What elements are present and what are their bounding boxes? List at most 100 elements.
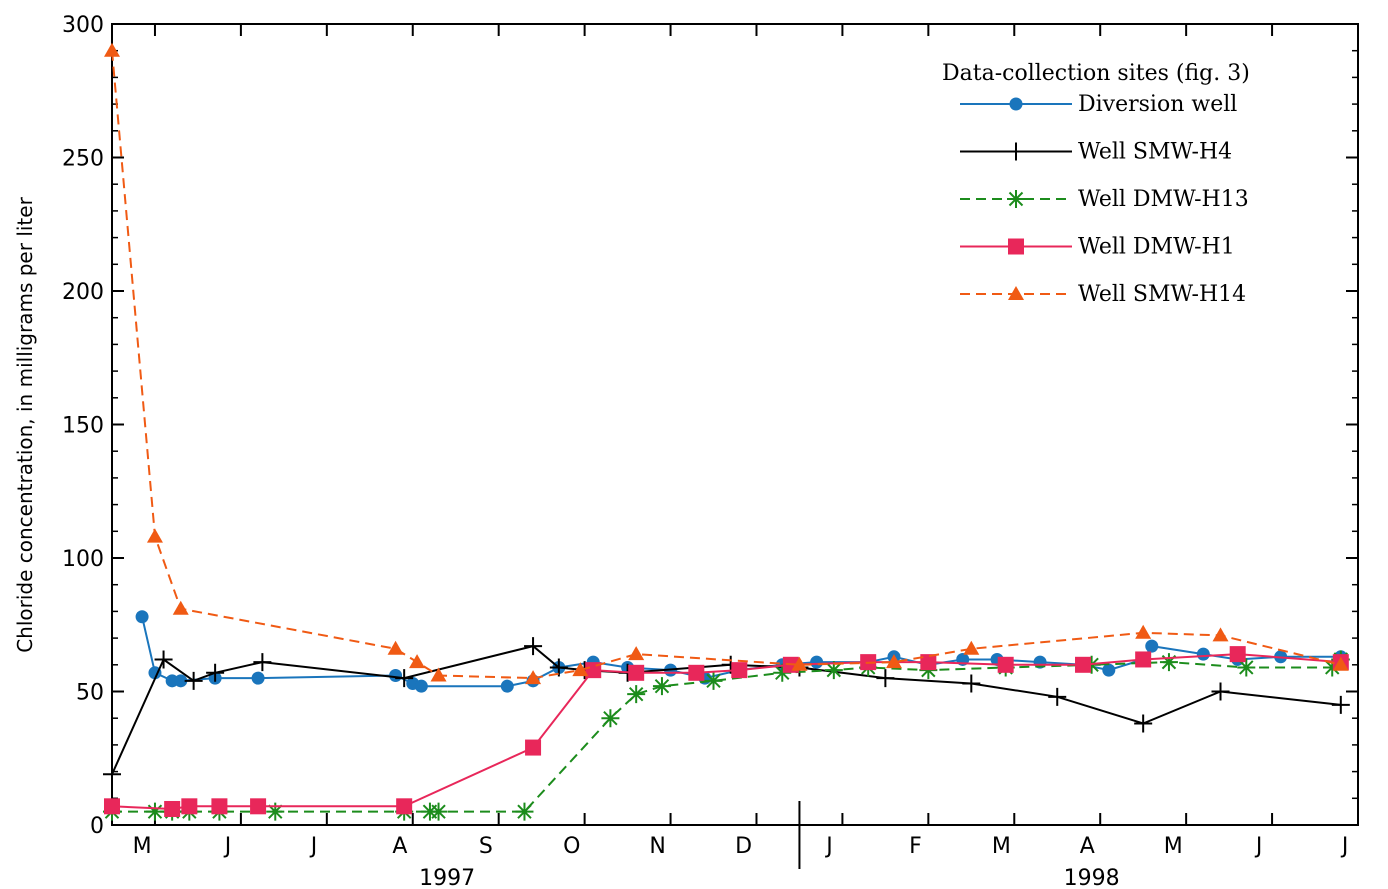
data-point bbox=[184, 671, 203, 690]
y-tick-label: 250 bbox=[62, 147, 104, 172]
data-point bbox=[1075, 656, 1092, 673]
month-label: J bbox=[309, 834, 318, 859]
year-label: 1997 bbox=[419, 866, 475, 889]
data-point bbox=[1211, 682, 1230, 701]
data-point bbox=[429, 802, 448, 821]
data-point bbox=[206, 663, 225, 682]
data-point bbox=[919, 661, 938, 680]
legend-label: Well SMW-H14 bbox=[1078, 282, 1246, 307]
y-tick-label: 150 bbox=[62, 414, 104, 439]
month-label: F bbox=[909, 834, 922, 859]
month-label: O bbox=[563, 834, 580, 859]
month-label: J bbox=[824, 834, 833, 859]
series-layer bbox=[103, 42, 1350, 821]
data-point bbox=[103, 765, 121, 784]
series-well-dmw-h13 bbox=[103, 650, 1350, 821]
legend-label: Well DMW-H13 bbox=[1078, 187, 1249, 212]
legend-label: Diversion well bbox=[1078, 92, 1237, 117]
data-point bbox=[395, 669, 414, 688]
data-point bbox=[1048, 687, 1067, 706]
month-label: M bbox=[133, 834, 152, 859]
data-point bbox=[1135, 624, 1152, 639]
data-point bbox=[251, 671, 265, 685]
data-point bbox=[1145, 639, 1159, 653]
y-tick-label: 50 bbox=[76, 681, 104, 706]
legend-label: Well DMW-H1 bbox=[1078, 235, 1235, 260]
data-point bbox=[389, 668, 403, 682]
data-point bbox=[1135, 651, 1152, 668]
legend-marker bbox=[1008, 238, 1024, 255]
series-well-dmw-h1 bbox=[104, 646, 1349, 817]
data-point bbox=[409, 654, 426, 669]
year-label: 1998 bbox=[1064, 866, 1120, 889]
month-label: N bbox=[649, 834, 665, 859]
legend-marker bbox=[1007, 142, 1025, 161]
data-point bbox=[997, 656, 1014, 673]
data-point bbox=[704, 671, 723, 690]
month-label: J bbox=[223, 834, 232, 859]
data-point bbox=[1102, 663, 1116, 677]
data-point bbox=[387, 640, 404, 655]
y-tick-label: 100 bbox=[62, 547, 104, 572]
data-point bbox=[688, 664, 705, 681]
y-tick-label: 0 bbox=[90, 814, 104, 839]
data-point bbox=[1134, 714, 1153, 733]
data-point bbox=[135, 610, 149, 624]
data-point bbox=[885, 654, 902, 669]
data-point bbox=[104, 42, 120, 57]
data-point bbox=[525, 670, 542, 685]
data-point bbox=[1323, 658, 1342, 677]
data-point bbox=[1331, 695, 1350, 714]
data-point bbox=[628, 664, 645, 681]
data-point bbox=[515, 802, 534, 821]
data-point bbox=[145, 802, 164, 821]
data-point bbox=[1229, 646, 1246, 663]
month-label: J bbox=[1340, 834, 1349, 859]
data-point bbox=[1196, 647, 1210, 661]
legend-title: Data-collection sites (fig. 3) bbox=[942, 61, 1250, 86]
y-tick-label: 200 bbox=[62, 280, 104, 305]
data-point bbox=[266, 802, 285, 821]
data-point bbox=[572, 662, 589, 677]
legend: Data-collection sites (fig. 3) Diversion… bbox=[942, 61, 1250, 307]
month-label: S bbox=[479, 834, 493, 859]
data-point bbox=[174, 674, 188, 688]
data-point bbox=[181, 798, 198, 815]
data-point bbox=[1332, 656, 1349, 671]
month-label: M bbox=[992, 834, 1011, 859]
data-point bbox=[211, 798, 228, 815]
y-tick-label: 300 bbox=[62, 13, 104, 38]
data-point bbox=[164, 800, 181, 817]
month-label: J bbox=[1254, 834, 1263, 859]
legend-label: Well SMW-H4 bbox=[1078, 140, 1232, 165]
data-point bbox=[963, 640, 980, 655]
data-point bbox=[652, 677, 671, 696]
data-point bbox=[500, 679, 514, 693]
month-label: A bbox=[392, 834, 407, 859]
month-label: D bbox=[735, 834, 752, 859]
data-point bbox=[1159, 653, 1178, 672]
data-point bbox=[250, 798, 267, 815]
month-label: A bbox=[1080, 834, 1095, 859]
series-well-smw-h14 bbox=[104, 42, 1349, 685]
plot-frame: 0 50 100 150 200 250 300 M J J A S O N D J F M A M J J 1997 199… bbox=[62, 13, 1359, 889]
data-point bbox=[920, 654, 937, 671]
legend-marker bbox=[1008, 286, 1024, 300]
data-point bbox=[876, 669, 895, 688]
data-point bbox=[154, 650, 173, 669]
data-point bbox=[962, 674, 981, 693]
data-point bbox=[430, 667, 447, 682]
data-point bbox=[524, 637, 543, 656]
data-point bbox=[628, 646, 645, 661]
data-point bbox=[253, 653, 272, 672]
data-point bbox=[1237, 658, 1256, 677]
y-axis-title: Chloride concentration, in milligrams pe… bbox=[13, 196, 37, 652]
data-point bbox=[396, 798, 413, 815]
month-label: M bbox=[1164, 834, 1183, 859]
data-point bbox=[824, 661, 843, 680]
data-point bbox=[172, 600, 189, 615]
data-point bbox=[773, 663, 792, 682]
series-diversion-well bbox=[135, 610, 1348, 693]
data-point bbox=[525, 739, 542, 756]
legend-marker bbox=[1009, 97, 1023, 111]
